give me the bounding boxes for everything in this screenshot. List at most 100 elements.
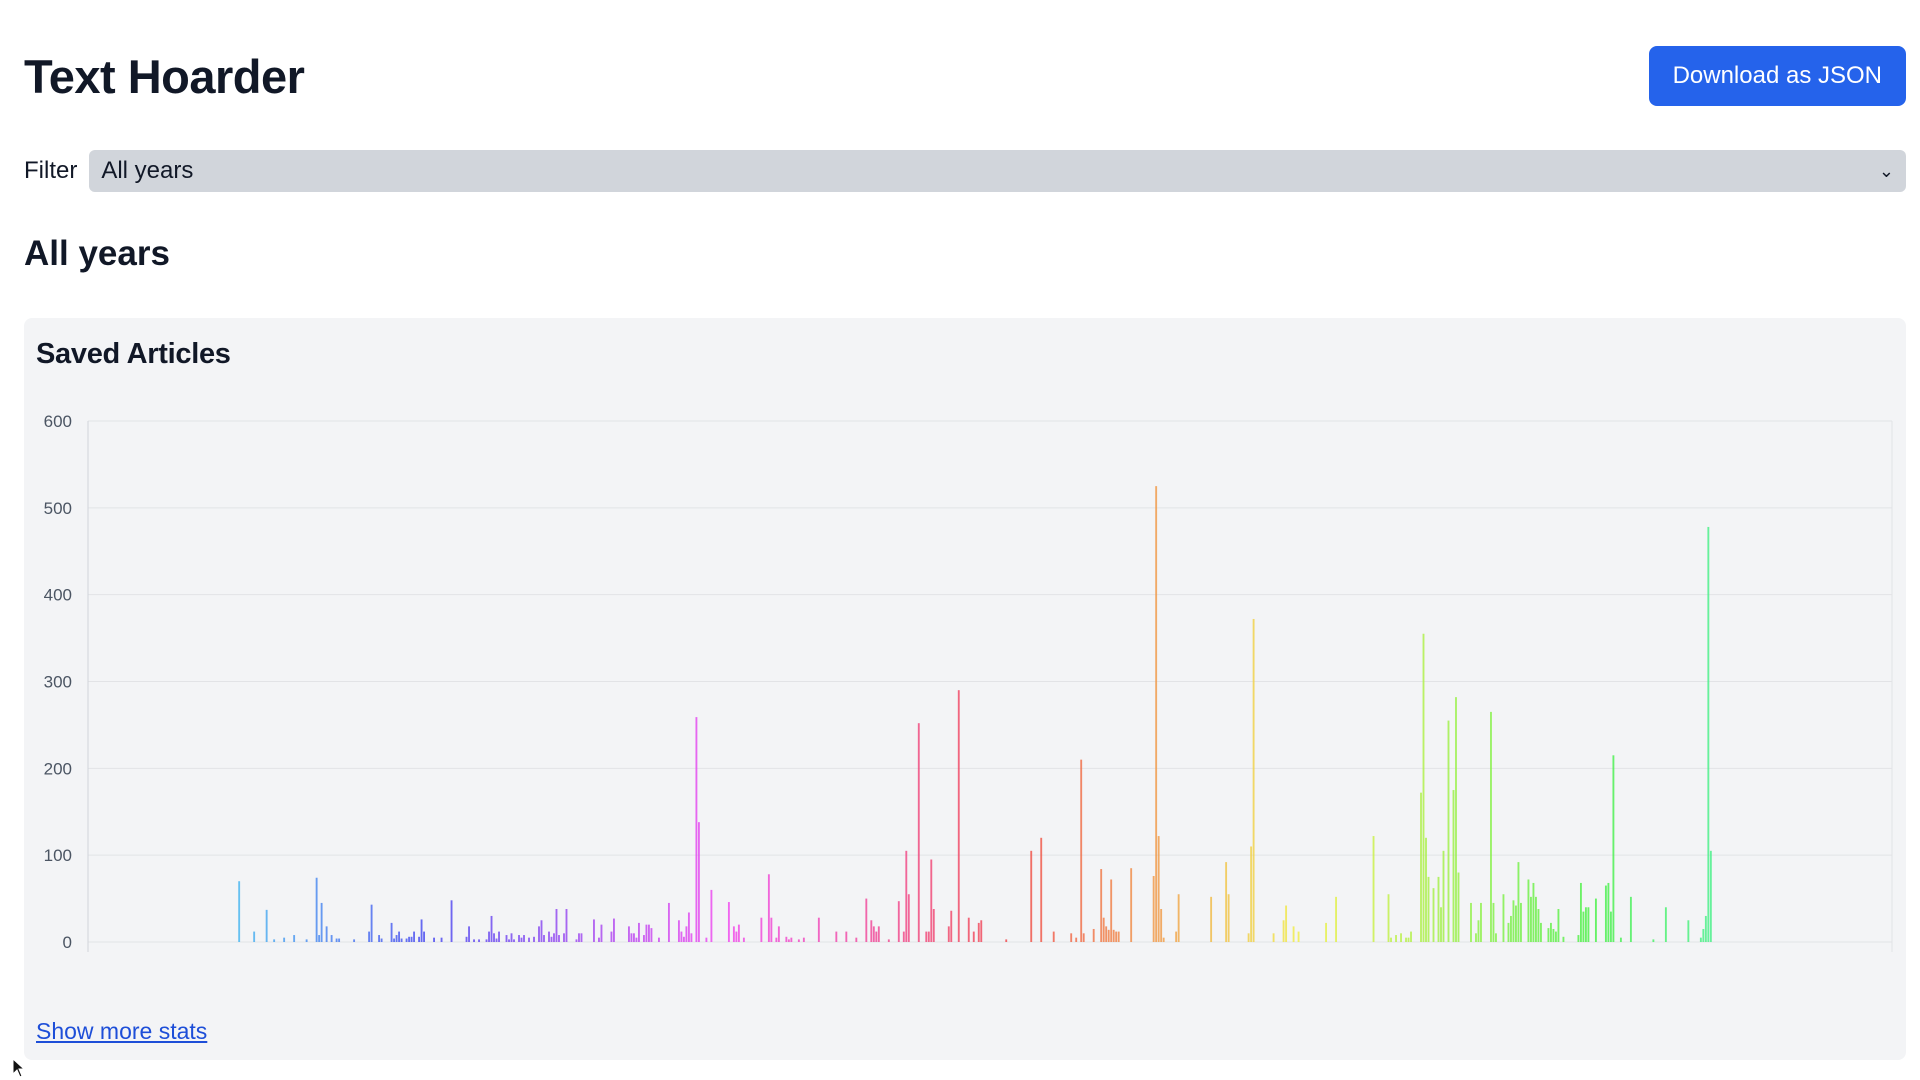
- chart-bar[interactable]: [650, 928, 653, 942]
- chart-bar[interactable]: [1272, 933, 1275, 942]
- chart-bar[interactable]: [540, 920, 543, 942]
- chart-bar[interactable]: [1252, 618, 1255, 942]
- chart-bar[interactable]: [610, 931, 613, 942]
- chart-bar[interactable]: [917, 723, 920, 942]
- chart-bar[interactable]: [498, 931, 500, 942]
- chart-bar[interactable]: [835, 931, 838, 942]
- chart-bar[interactable]: [695, 717, 698, 942]
- chart-bar[interactable]: [555, 909, 558, 942]
- chart-bar[interactable]: [1105, 926, 1108, 942]
- chart-bar[interactable]: [390, 922, 393, 942]
- chart-bar[interactable]: [1437, 876, 1440, 943]
- chart-bar[interactable]: [742, 937, 745, 942]
- chart-bar[interactable]: [760, 917, 763, 942]
- chart-bar[interactable]: [870, 920, 873, 942]
- chart-bar[interactable]: [855, 937, 858, 942]
- chart-bar[interactable]: [485, 939, 488, 942]
- chart-bar[interactable]: [645, 924, 648, 942]
- chart-bar[interactable]: [1540, 922, 1542, 942]
- chart-bar[interactable]: [690, 933, 693, 942]
- chart-bar[interactable]: [967, 917, 970, 942]
- chart-bar[interactable]: [1175, 931, 1178, 942]
- chart-bar[interactable]: [1455, 697, 1457, 942]
- chart-bar[interactable]: [1442, 850, 1445, 942]
- chart-bar[interactable]: [440, 937, 443, 942]
- chart-bar[interactable]: [1210, 896, 1213, 942]
- chart-bar[interactable]: [1390, 937, 1392, 942]
- chart-bar[interactable]: [1335, 896, 1337, 942]
- chart-bar[interactable]: [667, 902, 670, 942]
- chart-bar[interactable]: [735, 931, 738, 942]
- year-filter-select[interactable]: All years ⌄: [89, 150, 1906, 192]
- chart-bar[interactable]: [687, 912, 690, 942]
- chart-bar[interactable]: [1227, 894, 1230, 942]
- chart-bar[interactable]: [1425, 837, 1427, 942]
- chart-bar[interactable]: [1157, 836, 1160, 942]
- chart-bar[interactable]: [1512, 900, 1515, 942]
- chart-bar[interactable]: [1405, 937, 1407, 942]
- chart-bar[interactable]: [1160, 909, 1163, 942]
- chart-bar[interactable]: [1477, 920, 1480, 942]
- chart-bar[interactable]: [1604, 885, 1607, 942]
- chart-bar[interactable]: [600, 924, 603, 942]
- chart-bar[interactable]: [565, 909, 568, 942]
- chart-bar[interactable]: [1452, 790, 1455, 942]
- chart-bar[interactable]: [1092, 928, 1095, 942]
- chart-bar[interactable]: [523, 935, 525, 942]
- chart-bar[interactable]: [1652, 939, 1655, 942]
- chart-bar[interactable]: [1582, 911, 1585, 942]
- chart-bar[interactable]: [418, 936, 420, 942]
- chart-bar[interactable]: [1532, 882, 1535, 942]
- chart-bar[interactable]: [518, 935, 520, 942]
- chart-bar[interactable]: [368, 931, 371, 942]
- chart-bar[interactable]: [1517, 862, 1520, 942]
- chart-bar[interactable]: [1510, 915, 1512, 942]
- chart-bar[interactable]: [513, 939, 515, 942]
- chart-bar[interactable]: [682, 936, 685, 942]
- chart-bar[interactable]: [1594, 898, 1597, 942]
- chart-bar[interactable]: [1584, 907, 1587, 942]
- chart-bar[interactable]: [1502, 894, 1505, 942]
- chart-bar[interactable]: [1440, 907, 1442, 942]
- chart-bar[interactable]: [1704, 915, 1707, 942]
- chart-bar[interactable]: [1702, 928, 1705, 942]
- chart-bar[interactable]: [633, 933, 635, 942]
- chart-bar[interactable]: [790, 937, 793, 942]
- chart-bar[interactable]: [613, 918, 615, 942]
- chart-bar[interactable]: [1562, 936, 1565, 942]
- chart-bar[interactable]: [1475, 933, 1477, 942]
- chart-bar[interactable]: [1387, 894, 1390, 942]
- chart-bar[interactable]: [1707, 526, 1710, 942]
- chart-bar[interactable]: [325, 926, 328, 942]
- chart-bar[interactable]: [395, 935, 398, 942]
- chart-bar[interactable]: [1162, 937, 1165, 942]
- chart-bar[interactable]: [1130, 868, 1133, 942]
- chart-bar[interactable]: [845, 931, 848, 942]
- chart-bar[interactable]: [1005, 939, 1008, 942]
- chart-bar[interactable]: [1490, 711, 1492, 942]
- chart-bar[interactable]: [1607, 882, 1610, 942]
- chart-bar[interactable]: [1102, 917, 1105, 942]
- chart-bar[interactable]: [410, 936, 413, 942]
- chart-bar[interactable]: [493, 933, 495, 942]
- chart-bar[interactable]: [265, 909, 268, 942]
- chart-bar[interactable]: [972, 931, 975, 942]
- chart-bar[interactable]: [315, 877, 318, 942]
- chart-bar[interactable]: [677, 920, 680, 942]
- chart-bar[interactable]: [932, 909, 935, 942]
- chart-bar[interactable]: [533, 936, 535, 942]
- chart-bar[interactable]: [1040, 837, 1043, 942]
- chart-bar[interactable]: [875, 931, 878, 942]
- chart-bar[interactable]: [658, 937, 660, 942]
- chart-bar[interactable]: [1470, 902, 1472, 942]
- chart-bar[interactable]: [887, 939, 890, 942]
- chart-bar[interactable]: [980, 920, 983, 942]
- chart-bar[interactable]: [925, 931, 928, 942]
- chart-bar[interactable]: [902, 931, 905, 942]
- chart-bar[interactable]: [510, 933, 513, 942]
- chart-bar[interactable]: [1325, 922, 1327, 942]
- chart-bar[interactable]: [1297, 931, 1300, 942]
- chart-bar[interactable]: [558, 935, 560, 942]
- chart-bar[interactable]: [680, 931, 683, 942]
- chart-bar[interactable]: [1537, 909, 1540, 942]
